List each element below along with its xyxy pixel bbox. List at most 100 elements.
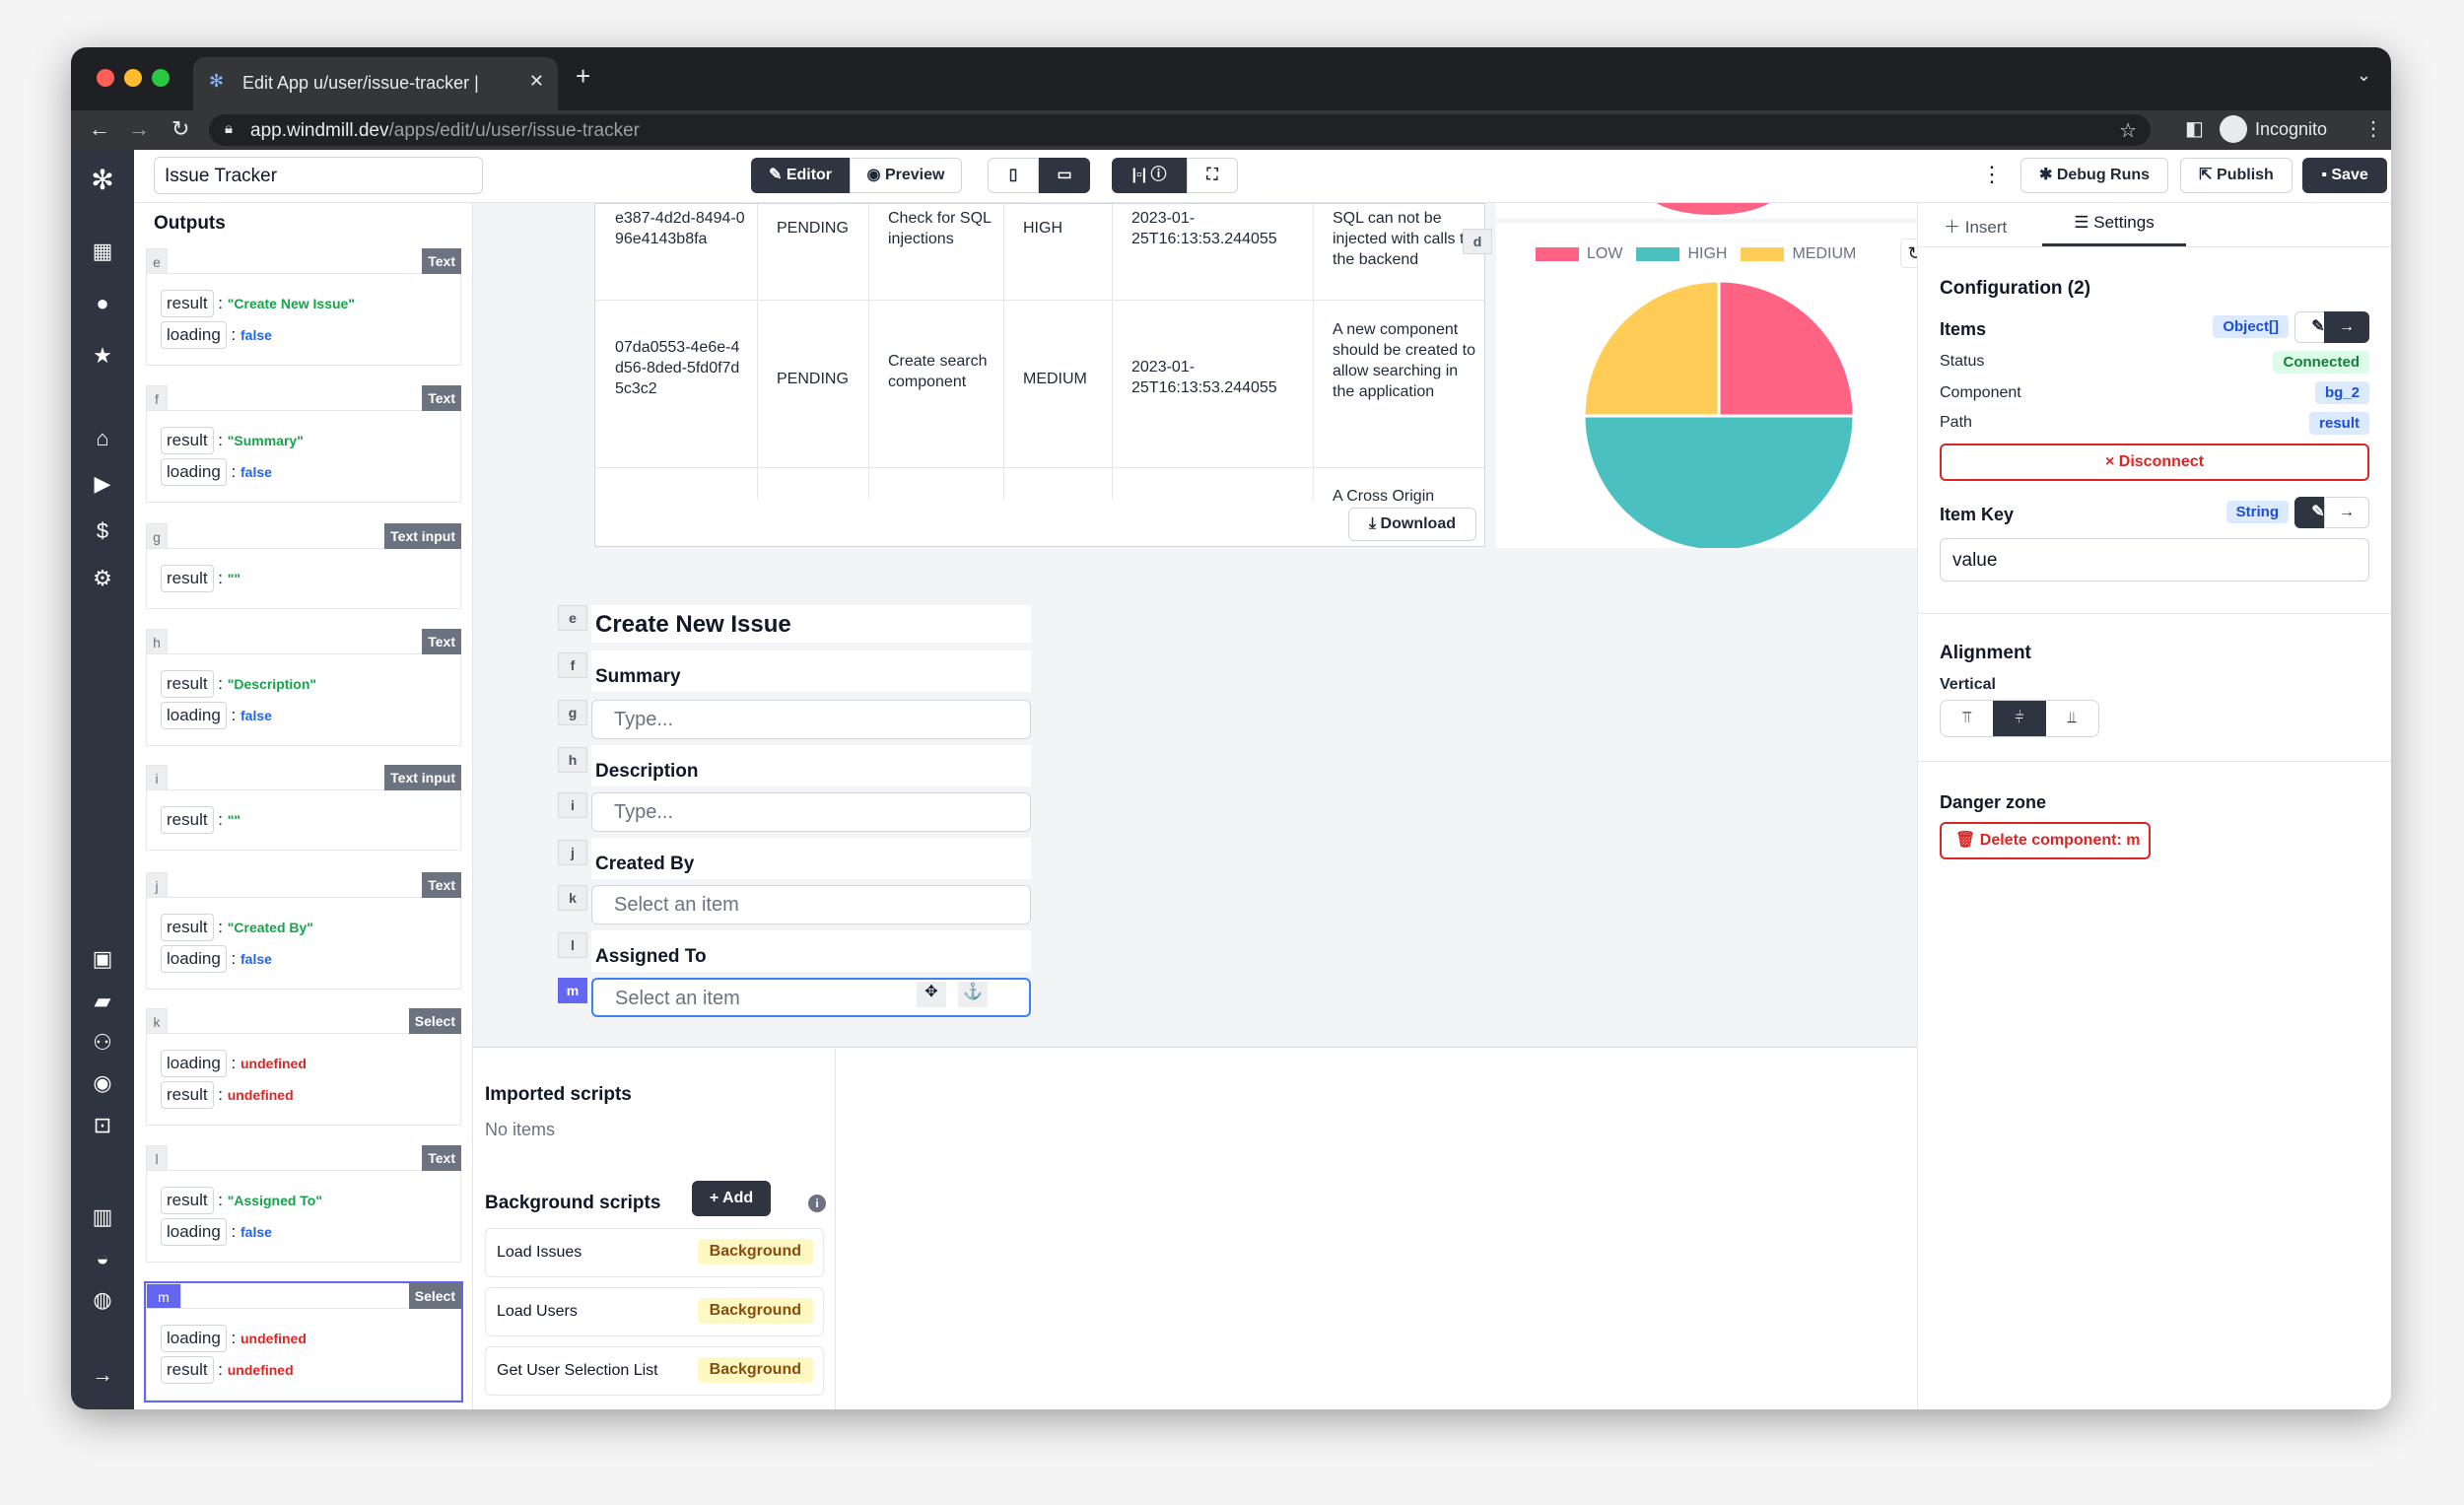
- component-tag-m[interactable]: m: [558, 978, 587, 1003]
- output-key[interactable]: result: [161, 1187, 214, 1214]
- refresh-icon[interactable]: ↻: [1900, 239, 1917, 268]
- add-script-button[interactable]: + Add: [692, 1181, 771, 1216]
- bookmark-star-icon[interactable]: ☆: [2119, 120, 2137, 142]
- workspace-icon[interactable]: ▦: [92, 239, 113, 263]
- publish-button[interactable]: ⇱ Publish: [2180, 158, 2293, 193]
- forward-icon[interactable]: →: [128, 116, 150, 141]
- windmill-logo-icon[interactable]: ✻: [91, 165, 114, 195]
- debug-runs-button[interactable]: ✱ Debug Runs: [2020, 158, 2168, 193]
- align-bottom-icon[interactable]: ⫫: [2067, 710, 2077, 726]
- preview-mode-button[interactable]: ◉ Preview: [850, 158, 962, 193]
- browser-menu-icon[interactable]: ⋮: [2363, 118, 2383, 140]
- output-key[interactable]: loading: [161, 702, 227, 729]
- home-icon[interactable]: ⌂: [96, 426, 109, 450]
- output-card-header[interactable]: l Text: [146, 1145, 461, 1171]
- output-key[interactable]: loading: [161, 321, 227, 349]
- description-input[interactable]: Type...: [591, 792, 1031, 832]
- output-key[interactable]: loading: [161, 945, 227, 973]
- user-icon[interactable]: ●: [96, 291, 109, 315]
- component-tag-j[interactable]: j: [558, 840, 587, 865]
- expand-arrow-icon[interactable]: →: [92, 1362, 113, 1387]
- output-key[interactable]: loading: [161, 1218, 227, 1246]
- docs-book-icon[interactable]: ▥: [92, 1204, 113, 1229]
- pie-slice-low[interactable]: [1717, 279, 1856, 418]
- summary-input[interactable]: Type...: [591, 700, 1031, 739]
- output-key[interactable]: result: [161, 290, 214, 317]
- output-key[interactable]: result: [161, 806, 214, 834]
- component-tag-f[interactable]: f: [558, 652, 587, 678]
- component-tag-k[interactable]: k: [558, 885, 587, 911]
- eye-icon[interactable]: ◉: [93, 1070, 112, 1095]
- insert-tab[interactable]: ＋ Insert: [1944, 218, 2008, 237]
- move-handle-icon[interactable]: ✥: [917, 982, 946, 1007]
- component-tag-h[interactable]: h: [558, 747, 587, 773]
- output-card-header[interactable]: i Text input: [146, 765, 461, 790]
- star-icon[interactable]: ★: [93, 343, 112, 368]
- output-key[interactable]: loading: [161, 1050, 227, 1077]
- download-button[interactable]: ⤓ Download: [1348, 508, 1476, 541]
- mobile-view-button[interactable]: ▯: [988, 158, 1039, 193]
- discord-icon[interactable]: ◒: [96, 1246, 109, 1270]
- browser-tab[interactable]: ✻ Edit App u/user/issue-tracker | ✕: [193, 57, 558, 110]
- output-card-header[interactable]: f Text: [146, 385, 461, 411]
- output-key[interactable]: loading: [161, 1325, 227, 1352]
- output-key[interactable]: loading: [161, 458, 227, 486]
- output-card-header[interactable]: h Text: [146, 629, 461, 654]
- editor-mode-button[interactable]: ✎ Editor: [751, 158, 850, 193]
- output-key[interactable]: result: [161, 914, 214, 941]
- grid-info-button[interactable]: |▫| ⓘ: [1112, 158, 1187, 193]
- more-menu-icon[interactable]: ⋮: [1981, 162, 2003, 186]
- play-icon[interactable]: ▶: [94, 471, 111, 496]
- reload-icon[interactable]: ↻: [171, 116, 190, 141]
- back-icon[interactable]: ←: [89, 116, 110, 141]
- close-window-button[interactable]: [97, 69, 114, 87]
- tab-search-chevron-icon[interactable]: ⌄: [2356, 65, 2371, 85]
- output-card-header[interactable]: e Text: [146, 248, 461, 274]
- calendar-icon[interactable]: ▣: [92, 946, 113, 971]
- output-key[interactable]: result: [161, 1081, 214, 1109]
- component-tag-i[interactable]: i: [558, 792, 587, 818]
- component-tag-e[interactable]: e: [558, 605, 587, 631]
- output-card-header[interactable]: m Select: [146, 1283, 461, 1309]
- resources-icon[interactable]: ⚙: [93, 566, 112, 590]
- output-card-header[interactable]: k Select: [146, 1008, 461, 1034]
- output-key[interactable]: result: [161, 670, 214, 698]
- fullscreen-button[interactable]: ⛶: [1187, 158, 1238, 193]
- desktop-view-button[interactable]: ▭: [1039, 158, 1090, 193]
- pie-slice-medium[interactable]: [1582, 279, 1721, 418]
- legend-item-medium[interactable]: MEDIUM: [1741, 242, 1856, 266]
- folder-icon[interactable]: ▰: [94, 989, 111, 1013]
- delete-component-button[interactable]: 🗑︎ Delete component: m: [1940, 822, 2151, 859]
- close-tab-icon[interactable]: ✕: [528, 71, 544, 91]
- output-key[interactable]: result: [161, 1356, 214, 1384]
- script-item[interactable]: Load Issues Background: [485, 1228, 824, 1277]
- assigned-to-select[interactable]: Select an item: [591, 978, 1031, 1017]
- connect-arrow-icon[interactable]: →: [2324, 311, 2369, 343]
- maximize-window-button[interactable]: [152, 69, 170, 87]
- settings-tab[interactable]: ☰ Settings: [2042, 203, 2186, 246]
- github-icon[interactable]: ◍: [93, 1287, 112, 1312]
- url-input[interactable]: 🔒︎ app.windmill.dev/apps/edit/u/user/issu…: [209, 114, 2151, 146]
- output-card-header[interactable]: j Text: [146, 872, 461, 898]
- output-card-header[interactable]: g Text input: [146, 523, 461, 549]
- profile-label[interactable]: Incognito: [2255, 119, 2328, 139]
- created-by-select[interactable]: Select an item: [591, 885, 1031, 924]
- pie-slice-high[interactable]: [1582, 414, 1856, 548]
- bot-icon[interactable]: ⊡: [93, 1113, 112, 1137]
- align-center-icon[interactable]: ⫩: [1993, 701, 2046, 736]
- output-key[interactable]: result: [161, 565, 214, 592]
- align-top-icon[interactable]: ⫪: [1962, 710, 1972, 726]
- component-tag-l[interactable]: l: [558, 932, 587, 958]
- connect-arrow-icon[interactable]: →: [2324, 497, 2369, 528]
- legend-item-low[interactable]: LOW: [1536, 242, 1622, 266]
- groups-icon[interactable]: ⚇: [93, 1030, 112, 1055]
- script-item[interactable]: Get User Selection List Background: [485, 1346, 824, 1396]
- output-key[interactable]: result: [161, 427, 214, 454]
- app-name-input[interactable]: Issue Tracker: [154, 157, 483, 194]
- legend-item-high[interactable]: HIGH: [1636, 242, 1727, 266]
- minimize-window-button[interactable]: [124, 69, 142, 87]
- disconnect-button[interactable]: × Disconnect: [1940, 444, 2369, 481]
- dollar-icon[interactable]: $: [96, 518, 109, 543]
- info-icon[interactable]: i: [808, 1195, 826, 1212]
- new-tab-icon[interactable]: +: [576, 61, 591, 91]
